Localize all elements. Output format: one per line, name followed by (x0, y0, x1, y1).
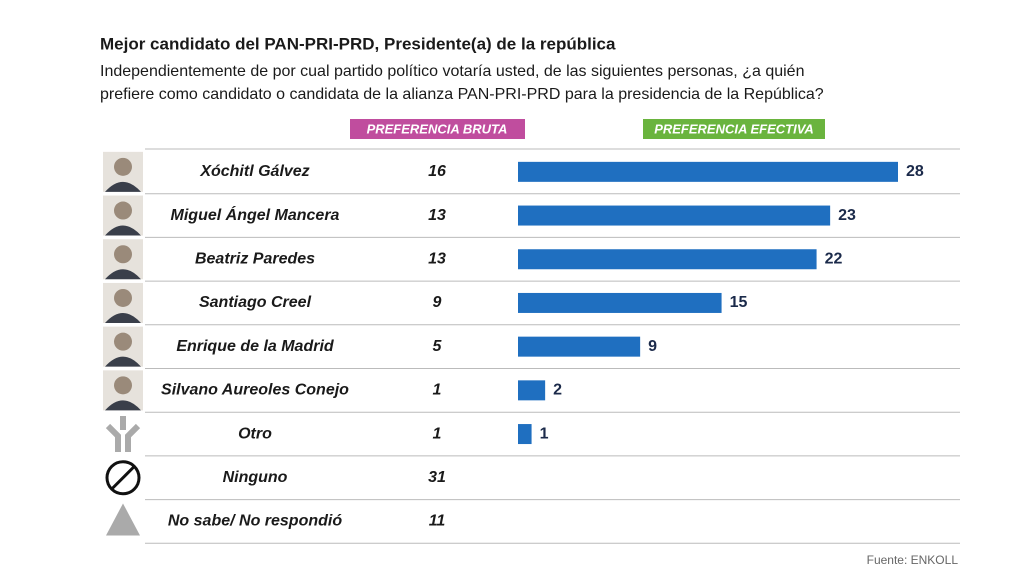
photo-body (105, 269, 141, 280)
photo-body (105, 312, 141, 323)
chart-title: Mejor candidato del PAN-PRI-PRD, Preside… (100, 34, 616, 53)
category-label: Xóchitl Gálvez (199, 163, 309, 180)
bruta-value: 11 (429, 513, 446, 530)
category-label: Santiago Creel (199, 294, 312, 311)
bar (518, 380, 546, 401)
bruta-value: 1 (433, 425, 442, 442)
photo-head (114, 288, 132, 307)
legend-box (643, 119, 825, 139)
photo-head (114, 332, 132, 351)
bar (518, 292, 722, 313)
legend-box (350, 119, 525, 139)
category-label: Silvano Aureoles Conejo (161, 382, 349, 399)
bar (518, 424, 532, 445)
subtitle-line: prefiere como candidato o candidata de l… (100, 86, 824, 103)
bar (518, 205, 831, 226)
bruta-value: 9 (433, 294, 442, 311)
value-label: 9 (648, 338, 657, 355)
bruta-value: 1 (433, 382, 442, 399)
bruta-value: 16 (428, 163, 446, 180)
icon-arrows (105, 416, 141, 453)
bruta-value: 13 (428, 207, 446, 224)
photo-body (105, 225, 141, 236)
category-label: Beatriz Paredes (195, 250, 315, 267)
value-label: 2 (553, 382, 562, 399)
photo-body (105, 356, 141, 367)
category-label: Miguel Ángel Mancera (171, 205, 340, 224)
photo-head (114, 201, 132, 220)
category-label: Ninguno (223, 469, 288, 486)
source: Fuente: ENKOLL (867, 553, 959, 567)
bruta-value: 5 (433, 338, 443, 355)
category-label: Otro (238, 425, 272, 442)
photo-body (105, 181, 141, 192)
subtitle-line: Independientemente de por cual partido p… (100, 63, 804, 80)
icon-unknown (106, 503, 140, 536)
legend-label: PREFERENCIA BRUTA (367, 121, 508, 136)
photo-head (114, 376, 132, 395)
bruta-value: 13 (428, 250, 446, 267)
bar (518, 161, 898, 182)
icon-none (105, 460, 141, 496)
bruta-value: 31 (428, 469, 446, 486)
value-label: 28 (906, 163, 924, 180)
value-label: 1 (540, 425, 549, 442)
photo-head (114, 245, 132, 264)
category-label: Enrique de la Madrid (176, 338, 335, 355)
bar (518, 336, 641, 357)
photo-head (114, 157, 132, 176)
legend-label: PREFERENCIA EFECTIVA (654, 121, 814, 136)
value-label: 23 (838, 207, 856, 224)
icon-none-slash (110, 465, 136, 490)
photo-body (105, 400, 141, 411)
category-label: No sabe/ No respondió (168, 513, 342, 530)
bar (518, 249, 817, 270)
value-label: 15 (730, 294, 748, 311)
value-label: 22 (825, 250, 843, 267)
